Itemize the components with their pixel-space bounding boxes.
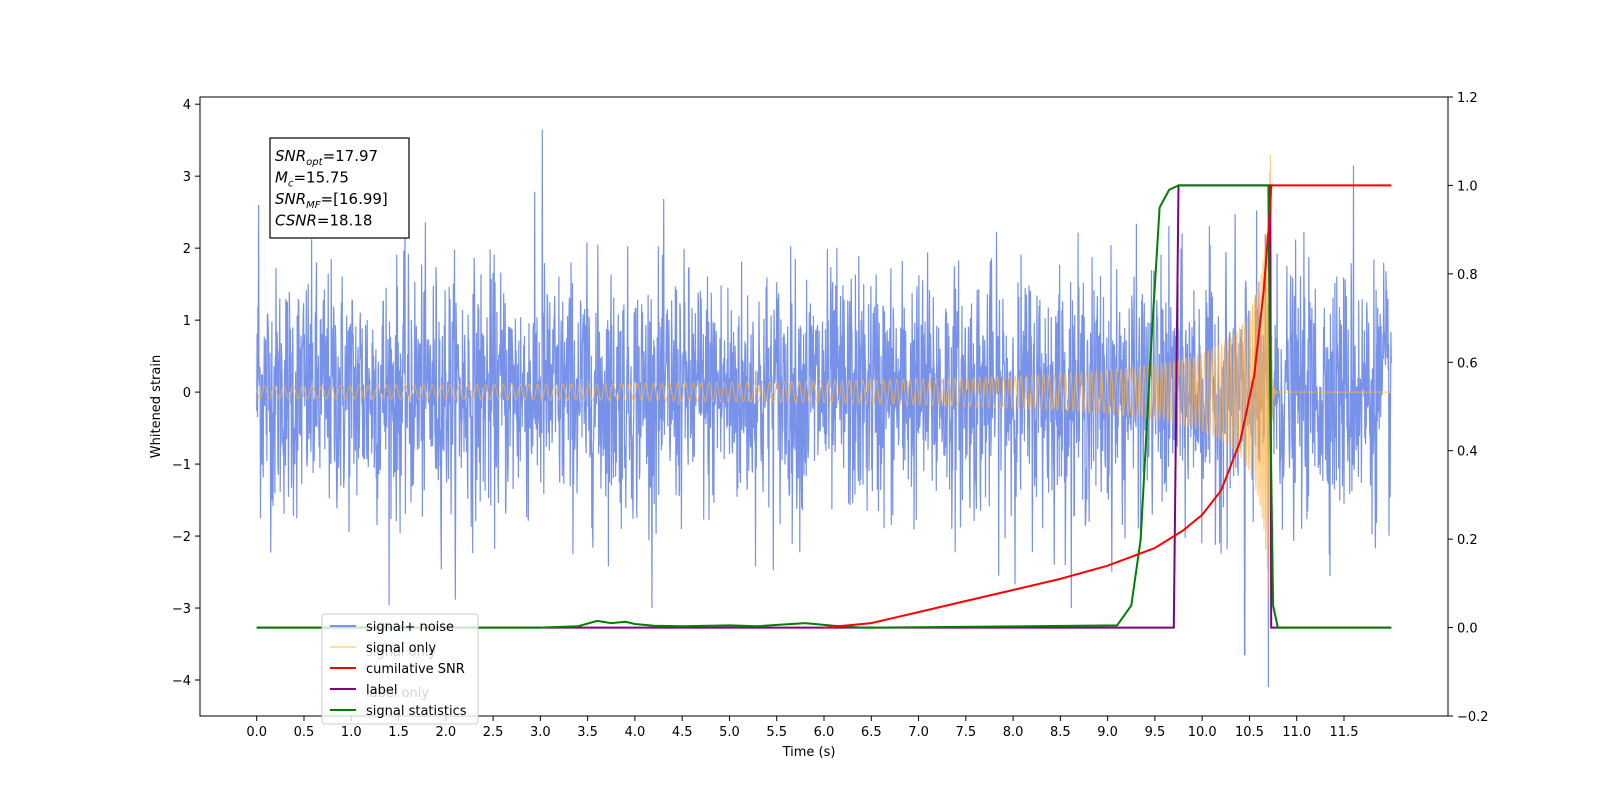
x-tick-label: 0.5 [294, 725, 315, 740]
x-axis-label: Time (s) [782, 745, 836, 760]
y-left-tick-label: 1 [183, 314, 191, 329]
y-right-tick-label: 1.0 [1457, 179, 1478, 194]
x-tick-label: 8.0 [1003, 725, 1024, 740]
series-signal-only [256, 154, 1392, 598]
legend-frame [321, 613, 479, 725]
x-tick-label: 2.5 [483, 725, 504, 740]
y-left-tick-label: −3 [172, 602, 191, 617]
y-right-tick-label: 1.2 [1457, 91, 1478, 106]
legend-entry-label: cumilative SNR [366, 662, 465, 677]
x-tick-label: 10.5 [1235, 725, 1264, 740]
x-tick-label: 9.5 [1145, 725, 1166, 740]
annotation-frame [269, 137, 410, 239]
x-tick-label: 6.0 [814, 725, 835, 740]
series-layer [256, 129, 1392, 688]
x-tick-label: 1.5 [388, 725, 409, 740]
legend-ghost-label: signal only [366, 645, 436, 660]
y-right-tick-label: 0.8 [1457, 268, 1478, 283]
x-tick-label: 4.5 [672, 725, 693, 740]
y-axis-left: 4 3 2 1 0 −1 −2 −3 −4 [172, 98, 200, 689]
series-signal-statistics [256, 184, 1392, 629]
y-left-tick-label: −1 [172, 458, 191, 473]
y-left-tick-label: 2 [183, 242, 191, 257]
annotation-line: SNRMF=[16.99] [275, 190, 388, 211]
y-left-tick-label: −4 [172, 674, 191, 689]
x-tick-label: 7.5 [955, 725, 976, 740]
legend-entry-label: label [366, 683, 397, 698]
x-tick-label: 1.0 [341, 725, 362, 740]
y-left-tick-label: −2 [172, 530, 191, 545]
y-right-tick-label: 0.6 [1457, 356, 1478, 371]
x-tick-label: 6.5 [861, 725, 882, 740]
x-tick-label: 0.0 [246, 725, 267, 740]
y-right-tick-label: 0.2 [1457, 533, 1478, 548]
annotation-line: Mc=15.75 [275, 169, 349, 190]
x-tick-label: 11.0 [1282, 725, 1311, 740]
y-left-tick-label: 4 [183, 98, 191, 113]
annotation-box: SNRopt=17.97Mc=15.75SNRMF=[16.99]CSNR=18… [269, 137, 410, 239]
x-tick-label: 3.0 [530, 725, 551, 740]
y-axis-right: 1.2 1.0 0.8 0.6 0.4 0.2 0.0 −0.2 [1448, 91, 1489, 725]
legend-ghost-label: label only [366, 686, 429, 701]
x-tick-label: 10.0 [1188, 725, 1217, 740]
annotation-line: SNRopt=17.97 [275, 147, 378, 168]
x-tick-label: 2.0 [435, 725, 456, 740]
y-right-tick-label: 0.0 [1457, 622, 1478, 637]
series-cumulative-snr [823, 184, 1392, 629]
x-axis: 0.0 0.5 1.0 1.5 2.0 2.5 3.0 3.5 4.0 4.5 5.0 5.5 6.0 6… [246, 716, 1358, 740]
y-left-tick-label: 0 [183, 386, 191, 401]
legend: signal only label only signal+ noise signal… [321, 613, 479, 725]
y-left-tick-label: 3 [183, 170, 191, 185]
annotation-line: CSNR=18.18 [275, 212, 372, 230]
x-tick-label: 7.0 [908, 725, 929, 740]
x-tick-label: 9.0 [1097, 725, 1118, 740]
y-axis-label: Whitened strain [149, 355, 164, 458]
legend-entry-label: signal only [366, 641, 436, 656]
legend-entry-label: signal+ noise [366, 620, 454, 635]
legend-entry-label: signal statistics [366, 704, 467, 719]
x-tick-label: 4.0 [625, 725, 646, 740]
x-tick-label: 3.5 [577, 725, 598, 740]
y-right-tick-label: −0.2 [1457, 710, 1489, 725]
y-right-tick-label: 0.4 [1457, 445, 1478, 460]
x-tick-label: 11.5 [1330, 725, 1359, 740]
x-tick-label: 8.5 [1050, 725, 1071, 740]
x-tick-label: 5.0 [719, 725, 740, 740]
x-tick-label: 5.5 [766, 725, 787, 740]
